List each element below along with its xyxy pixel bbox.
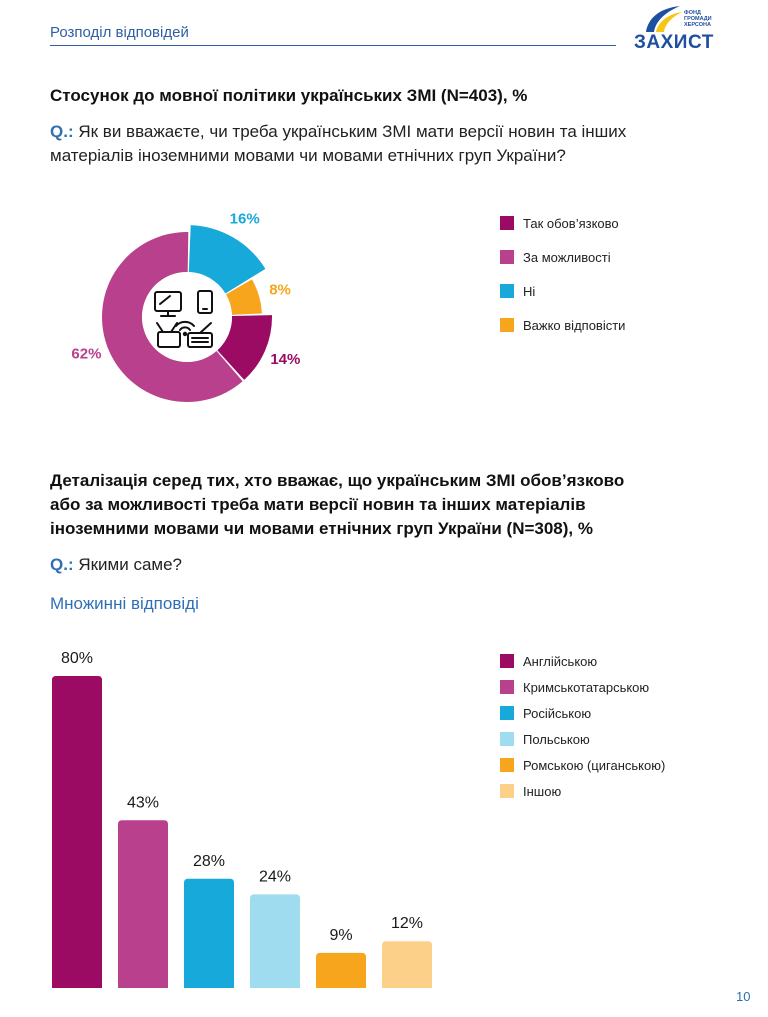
legend-label: Російською (523, 705, 592, 721)
section2-title-line3: іноземними мовами чи мовами етнічних гру… (50, 519, 593, 538)
donut-center-icon (142, 272, 232, 362)
bar (316, 952, 366, 988)
bar (52, 676, 102, 988)
section2-title-line2: або за можливості треба мати версії нови… (50, 495, 586, 514)
logo-swoosh-icon (646, 6, 682, 32)
donut-slice (102, 232, 243, 403)
legend-swatch (500, 654, 514, 668)
question-label: Q.: (50, 122, 74, 141)
legend-label: Важко відповісти (523, 317, 626, 333)
bar-value-label: 80% (61, 650, 93, 667)
legend-item: Ні (500, 274, 625, 308)
bar-value-label: 24% (259, 868, 291, 885)
bar (184, 878, 234, 988)
legend-swatch (500, 216, 514, 230)
donut-slice (217, 315, 272, 380)
legend-label: За можливості (523, 249, 611, 265)
header-divider (50, 45, 616, 46)
legend-item: Важко відповісти (500, 308, 625, 342)
legend-item: Ромською (циганською) (500, 752, 665, 778)
section2-title-line1: Деталізація серед тих, хто вважає, що ук… (50, 471, 625, 490)
bar-chart: 80% 43% 28% 24% 9% 12% (52, 650, 432, 988)
logo-caption: ФОНД ГРОМАДИ ХЕРСОНА (684, 10, 712, 28)
question-label: Q.: (50, 555, 74, 574)
slice-value-label: 62% (71, 346, 101, 363)
legend-swatch (500, 284, 514, 298)
page-number: 10 (736, 989, 751, 1004)
legend-label: Англійською (523, 653, 598, 669)
header-title: Розподіл відповідей (50, 24, 189, 41)
question-text-line1: Як ви вважаєте, чи треба українським ЗМІ… (78, 122, 627, 141)
bar-value-label: 28% (193, 853, 225, 870)
legend-swatch (500, 758, 514, 772)
legend-item: За можливості (500, 240, 625, 274)
legend-label: Польською (523, 731, 590, 747)
bar-value-label: 12% (391, 915, 423, 932)
legend-label: Ні (523, 283, 536, 299)
legend-label: Іншою (523, 783, 562, 799)
logo-word: ЗАХИСТ (634, 32, 714, 53)
legend-label: Ромською (циганською) (523, 757, 666, 773)
bar (382, 941, 432, 988)
donut-legend: Так обов’язково За можливості Ні Важко в… (500, 206, 625, 342)
slice-value-label: 14% (270, 351, 300, 368)
legend-item: Російською (500, 700, 665, 726)
legend-swatch (500, 250, 514, 264)
legend-swatch (500, 784, 514, 798)
donut-chart: 14% 62% 16% 8% (71, 211, 300, 403)
legend-swatch (500, 706, 514, 720)
section1-title: Стосунок до мовної політики українських … (50, 86, 528, 105)
legend-item: Кримськотатарською (500, 674, 665, 700)
bar-legend: Англійською Кримськотатарською Російсько… (500, 648, 665, 804)
section1-question: Q.: Як ви вважаєте, чи треба українським… (50, 120, 626, 144)
legend-item: Іншою (500, 778, 665, 804)
donut-slice (225, 279, 262, 315)
bar (250, 894, 300, 988)
legend-swatch (500, 680, 514, 694)
multiple-answers-note: Множинні відповіді (50, 594, 199, 613)
legend-item: Так обов’язково (500, 206, 625, 240)
legend-label: Кримськотатарською (523, 679, 650, 695)
legend-swatch (500, 732, 514, 746)
bar-value-label: 43% (127, 794, 159, 811)
bar (118, 820, 168, 988)
bar-value-label: 9% (329, 927, 352, 944)
legend-item: Польською (500, 726, 665, 752)
slice-value-label: 16% (230, 211, 260, 228)
legend-item: Англійською (500, 648, 665, 674)
logo: ФОНД ГРОМАДИ ХЕРСОНА ЗАХИСТ (632, 4, 722, 54)
donut-slice (188, 225, 266, 294)
section2-question: Q.: Якими саме? (50, 553, 182, 577)
slice-value-label: 8% (269, 282, 291, 299)
question-text: Якими саме? (78, 555, 183, 574)
section1-question-line2: матеріалів іноземними мовами чи мовами е… (50, 146, 566, 165)
legend-swatch (500, 318, 514, 332)
legend-label: Так обов’язково (523, 215, 619, 231)
